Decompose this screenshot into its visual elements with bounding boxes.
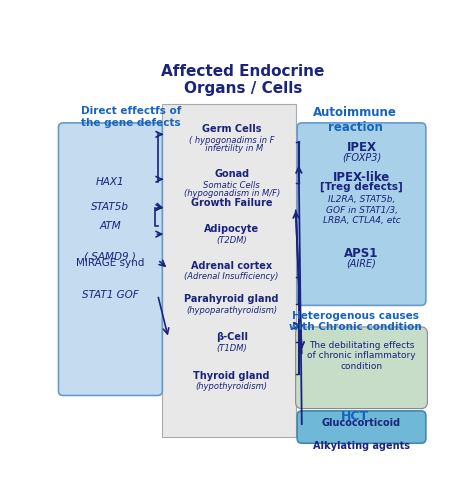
Text: Affected Endocrine
Organs / Cells: Affected Endocrine Organs / Cells — [161, 64, 325, 96]
Text: β-Cell: β-Cell — [216, 332, 247, 342]
Text: (hypogonadism in M/F): (hypogonadism in M/F) — [183, 189, 280, 198]
Text: IPEX: IPEX — [346, 141, 376, 154]
Text: STAT5b: STAT5b — [91, 202, 129, 212]
Text: STAT1 GOF: STAT1 GOF — [82, 290, 139, 300]
Text: Autoimmune
reaction: Autoimmune reaction — [313, 106, 397, 134]
Text: Adrenal cortex: Adrenal cortex — [191, 261, 272, 271]
Text: Direct effectfs of
the gene defects: Direct effectfs of the gene defects — [82, 106, 182, 127]
Text: (hypoparathyroidism): (hypoparathyroidism) — [186, 306, 277, 315]
Text: HAX1: HAX1 — [96, 177, 125, 187]
Text: MIRAGE synd: MIRAGE synd — [76, 258, 145, 268]
Text: (AIRE): (AIRE) — [346, 258, 376, 268]
Text: Gonad: Gonad — [214, 169, 249, 179]
FancyBboxPatch shape — [296, 327, 428, 408]
Text: HCT: HCT — [341, 410, 369, 423]
Text: The debilitating effects
of chronic inflammatory
condition: The debilitating effects of chronic infl… — [307, 341, 416, 371]
Text: [Treg defects]: [Treg defects] — [320, 181, 403, 192]
Text: IPEX-like: IPEX-like — [333, 171, 390, 184]
Text: (T1DM): (T1DM) — [216, 344, 247, 353]
Text: (Adrenal Insufficiency): (Adrenal Insufficiency) — [184, 272, 279, 281]
Text: Adipocyte: Adipocyte — [204, 224, 259, 234]
Text: IL2RA, STAT5b,
GOF in STAT1/3,
LRBA, CTLA4, etc: IL2RA, STAT5b, GOF in STAT1/3, LRBA, CTL… — [323, 195, 401, 225]
Text: APS1: APS1 — [344, 247, 379, 260]
Text: ATM: ATM — [100, 221, 121, 231]
Text: ( SAMD9 ): ( SAMD9 ) — [84, 251, 137, 261]
Text: Heterogenous causes
with Chronic condition: Heterogenous causes with Chronic conditi… — [289, 311, 421, 332]
Text: ( hypogonadims in F: ( hypogonadims in F — [189, 136, 274, 145]
Bar — [162, 105, 296, 437]
Text: (FOXP3): (FOXP3) — [342, 152, 381, 162]
Text: Growth Failure: Growth Failure — [191, 198, 273, 208]
Text: Glucocorticoid

Alkylating agents: Glucocorticoid Alkylating agents — [313, 418, 410, 451]
FancyBboxPatch shape — [297, 123, 426, 305]
Text: Parahyroid gland: Parahyroid gland — [184, 294, 279, 304]
Text: infertility in M: infertility in M — [200, 144, 263, 153]
Text: (T2DM): (T2DM) — [216, 236, 247, 245]
Text: Germ Cells: Germ Cells — [202, 124, 261, 134]
FancyBboxPatch shape — [58, 123, 162, 395]
FancyBboxPatch shape — [297, 411, 426, 443]
Text: Somatic Cells: Somatic Cells — [203, 181, 260, 190]
Text: (hypothyroidism): (hypothyroidism) — [196, 382, 268, 391]
Text: Thyroid gland: Thyroid gland — [193, 371, 270, 380]
